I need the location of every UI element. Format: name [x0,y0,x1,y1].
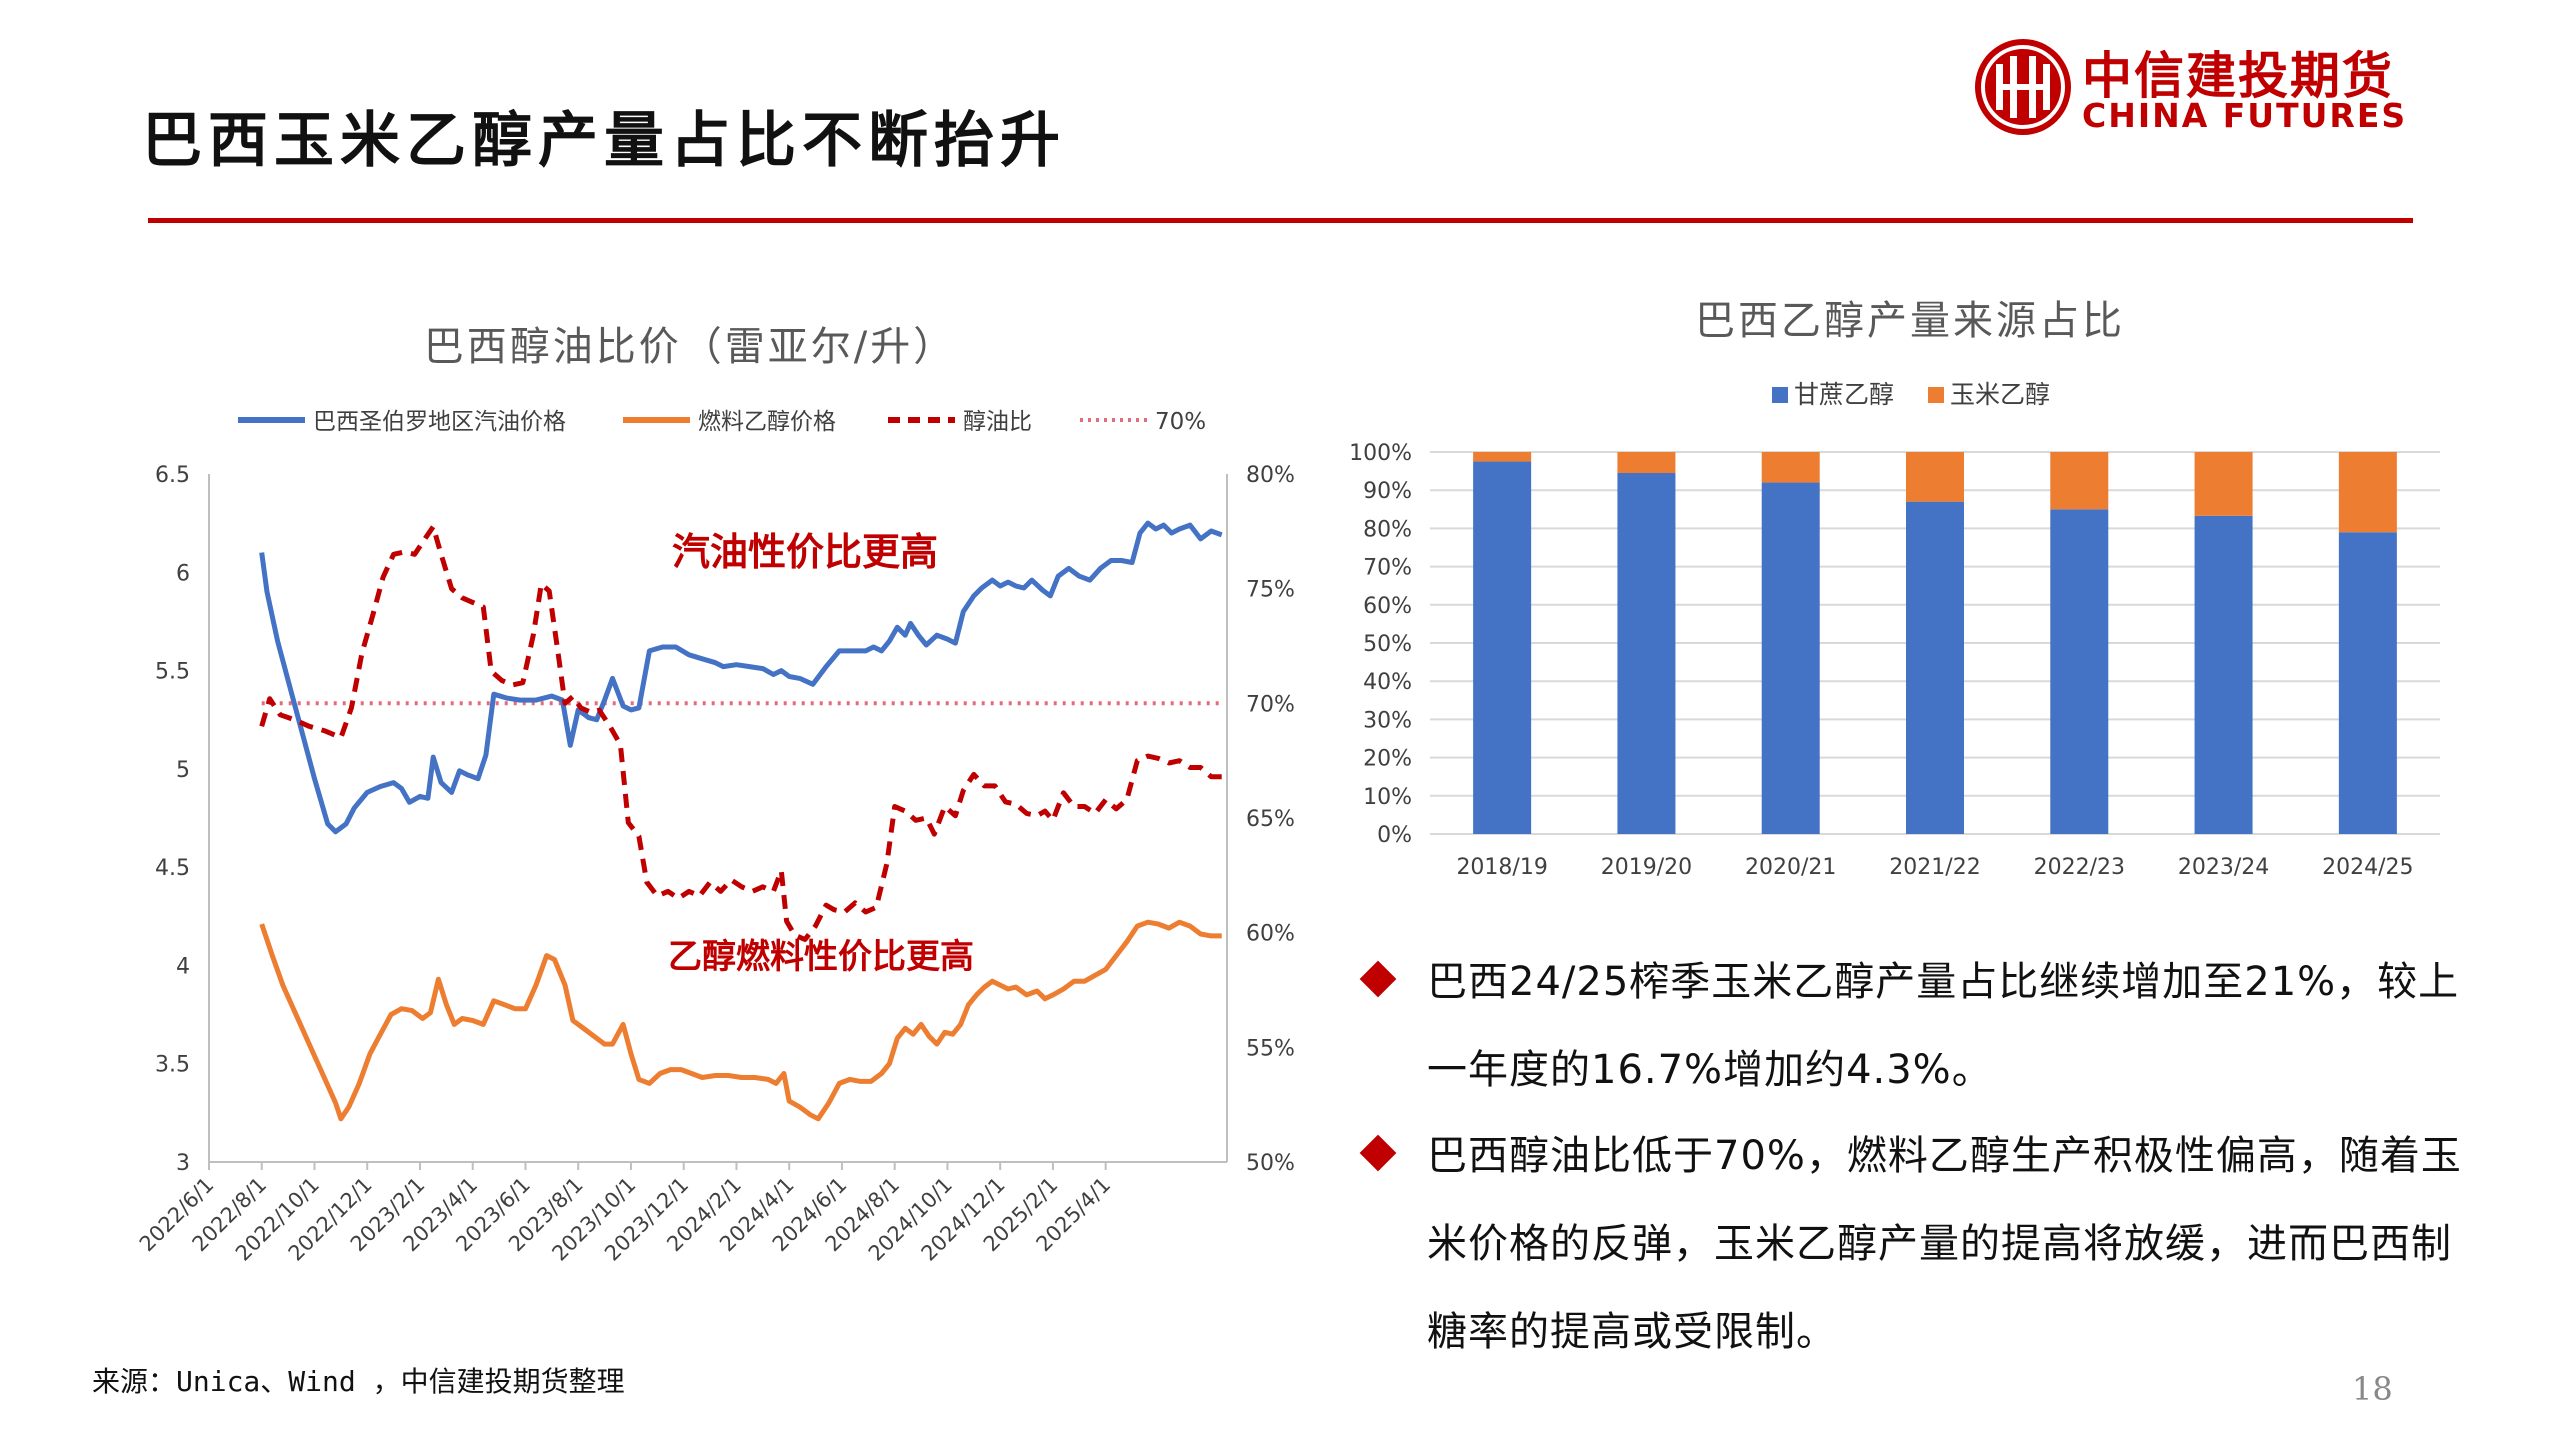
legend-label-ratio: 醇油比 [963,409,1032,435]
legend-swatch-cane [1772,387,1788,403]
bar-corn-ethanol [2050,452,2109,510]
bar-cane-ethanol [1617,473,1676,834]
chart1-left-ticks: 6.5 6 5.5 5 4.5 4 3.5 3 [155,463,190,1176]
chart2-gridlines [1430,451,2440,835]
series-line-gasoline-price [259,520,1223,835]
x-category-label: 2022/23 [2034,855,2125,880]
legend-label-gasoline: 巴西圣伯罗地区汽油价格 [313,409,566,435]
y-tick-label: 80% [1363,517,1412,542]
y-tick-label: 50% [1363,632,1412,657]
bar-cane-ethanol [1473,461,1532,834]
left-tick-label: 3.5 [155,1053,190,1078]
right-tick-label: 60% [1246,922,1295,947]
bar-cane-ethanol [1906,501,1964,834]
right-tick-label: 50% [1246,1151,1295,1176]
annotation-ethanol-better: 乙醇燃料性价比更高 [668,937,974,977]
y-tick-label: 10% [1363,785,1412,810]
right-tick-label: 65% [1246,807,1295,832]
x-category-label: 2023/24 [2178,855,2269,880]
series-line-ethanol-price [259,919,1222,1122]
x-category-label: 2020/21 [1745,855,1836,880]
left-tick-label: 4.5 [155,856,190,881]
bar-corn-ethanol [1473,452,1532,462]
chart1-title: 巴西醇油比价（雷亚尔/升） [424,324,956,370]
right-tick-label: 55% [1246,1036,1295,1061]
x-category-label: 2019/20 [1601,855,1692,880]
bar-cane-ethanol [2194,515,2253,834]
y-tick-label: 90% [1363,479,1412,504]
right-tick-label: 70% [1246,692,1295,717]
x-category-label: 2021/22 [1889,855,1980,880]
y-tick-label: 40% [1363,670,1412,695]
logo-text-english: CHINA FUTURES [2082,96,2408,135]
china-futures-emblem-icon [1975,39,2071,135]
left-tick-label: 4 [176,954,190,979]
legend-label-ethanol: 燃料乙醇价格 [698,409,836,435]
x-category-label: 2024/25 [2322,855,2413,880]
page-number: 18 [2352,1370,2393,1408]
title-divider [148,218,2413,223]
left-tick-label: 3 [176,1151,190,1176]
legend-label-70pct: 70% [1155,409,1206,435]
logo-text-chinese: 中信建投期货 [2082,47,2394,105]
bullet-point-2: 巴西醇油比低于70%，燃料乙醇生产积极性偏高，随着玉米价格的反弹，玉米乙醇产量的… [1359,1112,2485,1376]
y-tick-label: 0% [1377,823,1412,848]
slide-title: 巴西玉米乙醇产量占比不断抬升 [142,106,1066,176]
series-line-ethanol-gasoline-ratio [259,524,1222,942]
bar-corn-ethanol [2194,452,2253,516]
right-tick-label: 80% [1246,463,1295,488]
y-tick-label: 70% [1363,556,1412,581]
source-note: 来源：Unica、Wind ，中信建投期货整理 [92,1365,625,1398]
chart2-x-ticks: 2018/19 2019/20 2020/21 2021/22 2022/23 2023/… [1456,855,2413,880]
legend-label-cane: 甘蔗乙醇 [1794,380,1894,409]
bar-corn-ethanol [1906,452,1964,502]
chart2-y-ticks: 100% 90% 80% 70% 60% 50% 40% 30% 20% 10% 0% [1349,441,1412,848]
chart2-title: 巴西乙醇产量来源占比 [1695,298,2125,344]
chart1-x-ticks: 2022/6/12022/8/12022/10/12022/12/12023/2… [135,1162,1115,1266]
bar-corn-ethanol [1761,452,1820,483]
bar-cane-ethanol [2050,509,2109,834]
annotation-gasoline-better: 汽油性价比更高 [672,530,938,574]
y-tick-label: 30% [1363,708,1412,733]
bullet-point-1: 巴西24/25榨季玉米乙醇产量占比继续增加至21%，较上一年度的16.7%增加约… [1359,938,2485,1114]
bar-corn-ethanol [2338,452,2397,533]
y-tick-label: 100% [1349,441,1412,466]
left-tick-label: 6 [176,561,190,586]
left-tick-label: 5.5 [155,660,190,685]
bar-corn-ethanol [1617,452,1676,474]
y-tick-label: 20% [1363,747,1412,772]
brand-logo: 中信建投期货 CHINA FUTURES [1970,34,2410,140]
left-tick-label: 5 [176,758,190,783]
legend-label-corn: 玉米乙醇 [1950,380,2050,409]
chart1-right-ticks: 80% 75% 70% 65% 60% 55% 50% [1246,463,1295,1176]
x-category-label: 2018/19 [1456,855,1547,880]
y-tick-label: 60% [1363,594,1412,619]
bullet-text-2: 巴西醇油比低于70%，燃料乙醇生产积极性偏高，随着玉米价格的反弹，玉米乙醇产量的… [1427,1133,2462,1355]
fuel-price-ratio-chart: 巴西醇油比价（雷亚尔/升） 巴西圣伯罗地区汽油价格 燃料乙醇价格 醇油比 70%… [135,324,1295,1266]
right-tick-label: 75% [1246,578,1295,603]
bullet-text-1: 巴西24/25榨季玉米乙醇产量占比继续增加至21%，较上一年度的16.7%增加约… [1427,959,2460,1093]
bar-cane-ethanol [2338,532,2397,834]
left-tick-label: 6.5 [155,463,190,488]
legend-swatch-corn [1928,387,1944,403]
chart2-legend: 甘蔗乙醇 玉米乙醇 [1772,380,2050,409]
bar-cane-ethanol [1761,482,1820,834]
chart1-legend: 巴西圣伯罗地区汽油价格 燃料乙醇价格 醇油比 70% [238,409,1206,435]
chart2-bars [1473,452,2397,834]
